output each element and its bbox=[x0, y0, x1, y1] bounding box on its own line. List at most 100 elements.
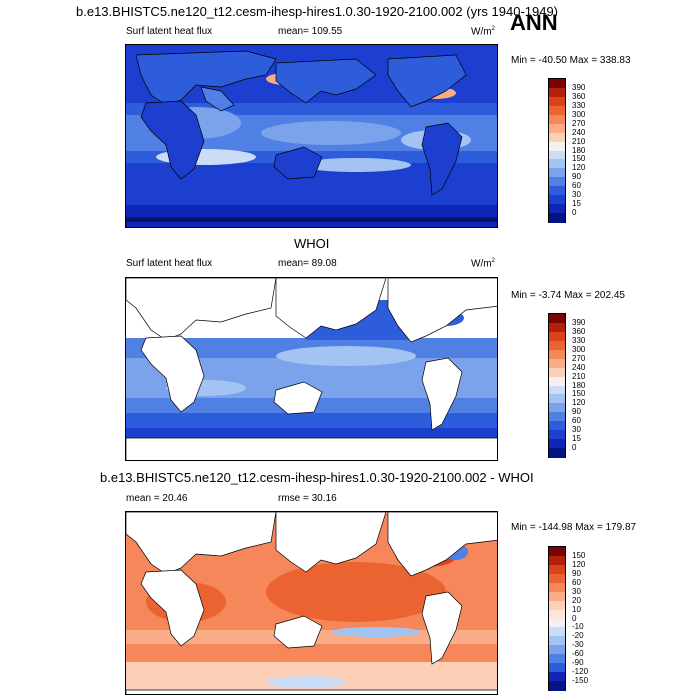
colorbar-level-label: 210 bbox=[572, 371, 586, 381]
colorbar-level-label: 180 bbox=[572, 380, 586, 390]
colorbar-swatch bbox=[549, 591, 565, 602]
colorbar-swatch bbox=[549, 358, 565, 369]
colorbar-swatch bbox=[549, 555, 565, 566]
colorbar-swatch bbox=[549, 439, 565, 449]
colorbar-level-label: 330 bbox=[572, 100, 586, 110]
colorbar-swatch bbox=[549, 132, 565, 143]
main-title: b.e13.BHISTC5.ne120_t12.cesm-ihesp-hires… bbox=[76, 4, 559, 19]
colorbar-swatch bbox=[549, 141, 565, 151]
colorbar-level-label: 90 bbox=[572, 172, 581, 182]
colorbar-swatch bbox=[549, 448, 565, 458]
colorbar-level-label: 90 bbox=[572, 407, 581, 417]
colorbar-swatch bbox=[549, 573, 565, 584]
colorbar-swatch bbox=[549, 340, 565, 351]
colorbar-level-label: -120 bbox=[572, 667, 589, 677]
colorbar-swatch bbox=[549, 168, 565, 178]
panel1-map bbox=[125, 44, 498, 228]
panel3-mean: mean = 20.46 bbox=[126, 493, 188, 504]
colorbar-level-label: 120 bbox=[572, 398, 586, 408]
colorbar-level-label: -10 bbox=[572, 622, 584, 632]
colorbar-level-label: 60 bbox=[572, 577, 581, 587]
colorbar-level-label: 20 bbox=[572, 595, 581, 605]
panel2-map bbox=[125, 277, 498, 461]
panel1-mean: mean= 109.55 bbox=[278, 26, 343, 37]
colorbar-level-label: 210 bbox=[572, 136, 586, 146]
colorbar-swatch bbox=[549, 213, 565, 223]
panel3-rmse: rmse = 30.16 bbox=[278, 493, 337, 504]
colorbar-swatch bbox=[549, 672, 565, 682]
colorbar-swatch bbox=[549, 123, 565, 134]
panel3-minmax: Min = -144.98 Max = 179.87 bbox=[511, 522, 637, 533]
colorbar-swatch bbox=[549, 96, 565, 107]
colorbar-swatch bbox=[549, 564, 565, 575]
colorbar-swatch bbox=[549, 681, 565, 691]
colorbar-level-label: 180 bbox=[572, 145, 586, 155]
panel2-colorbar: 390 360 330 300 270 240 210 180 150 120 90 60 30 15 0 bbox=[548, 313, 608, 463]
panel3-title: b.e13.BHISTC5.ne120_t12.cesm-ihesp-hires… bbox=[100, 470, 534, 485]
panel1-units: W/m2 bbox=[471, 26, 495, 38]
colorbar-level-label: -20 bbox=[572, 631, 584, 641]
panel2-mean: mean= 89.08 bbox=[278, 258, 337, 269]
panel2-title: WHOI bbox=[294, 236, 330, 251]
panel2-colorbar-frame bbox=[548, 313, 566, 458]
panel3-colorbar: 150 120 90 60 30 20 10 0 -10 -20 -30 -60 -90 -120 -150 bbox=[548, 546, 608, 696]
colorbar-level-label: 120 bbox=[572, 163, 586, 173]
colorbar-swatch bbox=[549, 645, 565, 655]
colorbar-swatch bbox=[549, 150, 565, 160]
colorbar-level-label: 240 bbox=[572, 362, 586, 372]
colorbar-swatch bbox=[549, 627, 565, 637]
colorbar-swatch bbox=[549, 367, 565, 378]
colorbar-swatch bbox=[549, 412, 565, 422]
colorbar-swatch bbox=[549, 159, 565, 169]
colorbar-swatch bbox=[549, 547, 565, 557]
colorbar-level-label: 270 bbox=[572, 353, 586, 363]
colorbar-swatch bbox=[549, 204, 565, 214]
panel1-variable: Surf latent heat flux bbox=[126, 26, 213, 37]
panel2-units: W/m2 bbox=[471, 258, 495, 270]
colorbar-level-label: 10 bbox=[572, 604, 581, 614]
colorbar-swatch bbox=[549, 177, 565, 187]
colorbar-swatch bbox=[549, 600, 565, 611]
colorbar-level-label: 300 bbox=[572, 109, 586, 119]
colorbar-swatch bbox=[549, 314, 565, 324]
colorbar-swatch bbox=[549, 430, 565, 440]
colorbar-swatch bbox=[549, 322, 565, 333]
colorbar-swatch bbox=[549, 79, 565, 89]
colorbar-level-label: 0 bbox=[572, 613, 577, 623]
colorbar-level-label: -60 bbox=[572, 649, 584, 659]
colorbar-level-label: 150 bbox=[572, 389, 586, 399]
season-label: ANN bbox=[510, 10, 558, 35]
colorbar-swatch bbox=[549, 114, 565, 125]
colorbar-swatch bbox=[549, 394, 565, 404]
colorbar-level-label: 240 bbox=[572, 127, 586, 137]
colorbar-level-label: 90 bbox=[572, 568, 581, 578]
colorbar-level-label: 390 bbox=[572, 82, 586, 92]
colorbar-level-label: -30 bbox=[572, 640, 584, 650]
colorbar-swatch bbox=[549, 87, 565, 98]
colorbar-level-label: 15 bbox=[572, 199, 581, 209]
colorbar-swatch bbox=[549, 421, 565, 431]
colorbar-level-label: 15 bbox=[572, 434, 581, 444]
colorbar-level-label: 300 bbox=[572, 344, 586, 354]
colorbar-level-label: 360 bbox=[572, 91, 586, 101]
colorbar-level-label: 0 bbox=[572, 208, 577, 218]
colorbar-level-label: -150 bbox=[572, 676, 589, 686]
colorbar-swatch bbox=[549, 376, 565, 386]
colorbar-swatch bbox=[549, 663, 565, 673]
colorbar-swatch bbox=[549, 636, 565, 646]
colorbar-level-label: 390 bbox=[572, 317, 586, 327]
panel1-colorbar: 390 360 330 300 270 240 210 180 150 120 90 60 30 15 0 bbox=[548, 78, 608, 228]
colorbar-level-label: 60 bbox=[572, 416, 581, 426]
colorbar-level-label: 360 bbox=[572, 326, 586, 336]
colorbar-swatch bbox=[549, 654, 565, 664]
colorbar-swatch bbox=[549, 105, 565, 116]
colorbar-swatch bbox=[549, 618, 565, 628]
panel1-minmax: Min = -40.50 Max = 338.83 bbox=[511, 55, 631, 66]
colorbar-level-label: 150 bbox=[572, 154, 586, 164]
panel1-colorbar-frame bbox=[548, 78, 566, 223]
colorbar-swatch bbox=[549, 385, 565, 395]
colorbar-level-label: 270 bbox=[572, 118, 586, 128]
colorbar-swatch bbox=[549, 186, 565, 196]
panel3-colorbar-frame bbox=[548, 546, 566, 691]
colorbar-level-label: 30 bbox=[572, 425, 581, 435]
